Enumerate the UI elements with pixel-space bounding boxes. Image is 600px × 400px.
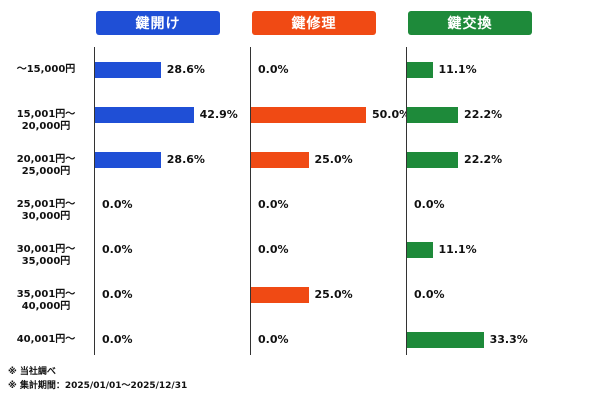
data-label: 22.2% <box>464 108 503 121</box>
category-label: 15,001円～20,000円 <box>16 109 76 132</box>
bar <box>407 332 484 348</box>
footnote-period: ※ 集計期間：2025/01/01～2025/12/31 <box>8 381 188 391</box>
data-label: 33.3% <box>489 333 528 346</box>
data-label: 0.0% <box>414 198 445 211</box>
data-label: 42.9% <box>199 108 238 121</box>
category-label: 25,001円～30,000円 <box>16 199 76 222</box>
series-header: 鍵交換 <box>408 11 532 35</box>
data-label: 0.0% <box>258 243 289 256</box>
data-label: 28.6% <box>166 63 205 76</box>
series-header: 鍵修理 <box>252 11 376 35</box>
bar <box>95 152 161 168</box>
data-label: 0.0% <box>102 243 133 256</box>
footnote-source: ※ 当社調べ <box>8 367 56 377</box>
category-label: ～15,000円 <box>16 64 76 75</box>
bar <box>251 107 366 123</box>
data-label: 0.0% <box>102 288 133 301</box>
category-label: 35,001円～40,000円 <box>16 289 76 312</box>
data-label: 0.0% <box>258 63 289 76</box>
data-label: 28.6% <box>166 153 205 166</box>
data-label: 25.0% <box>314 153 353 166</box>
bar <box>251 287 309 303</box>
data-label: 11.1% <box>438 63 477 76</box>
data-label: 0.0% <box>102 198 133 211</box>
data-label: 22.2% <box>464 153 503 166</box>
data-label: 0.0% <box>258 333 289 346</box>
bar <box>407 242 433 258</box>
data-label: 25.0% <box>314 288 353 301</box>
bar <box>95 62 161 78</box>
axis-line <box>94 47 95 355</box>
bar <box>407 62 433 78</box>
category-label: 20,001円～25,000円 <box>16 154 76 177</box>
data-label: 0.0% <box>258 198 289 211</box>
bar <box>95 107 194 123</box>
bar <box>251 152 309 168</box>
data-label: 0.0% <box>102 333 133 346</box>
data-label: 50.0% <box>372 108 411 121</box>
data-label: 11.1% <box>438 243 477 256</box>
bar <box>407 152 459 168</box>
data-label: 0.0% <box>414 288 445 301</box>
category-label: 40,001円～ <box>16 334 76 345</box>
series-header: 鍵開け <box>96 11 220 35</box>
axis-line <box>406 47 407 355</box>
bar <box>407 107 459 123</box>
axis-line <box>250 47 251 355</box>
category-label: 30,001円～35,000円 <box>16 244 76 267</box>
